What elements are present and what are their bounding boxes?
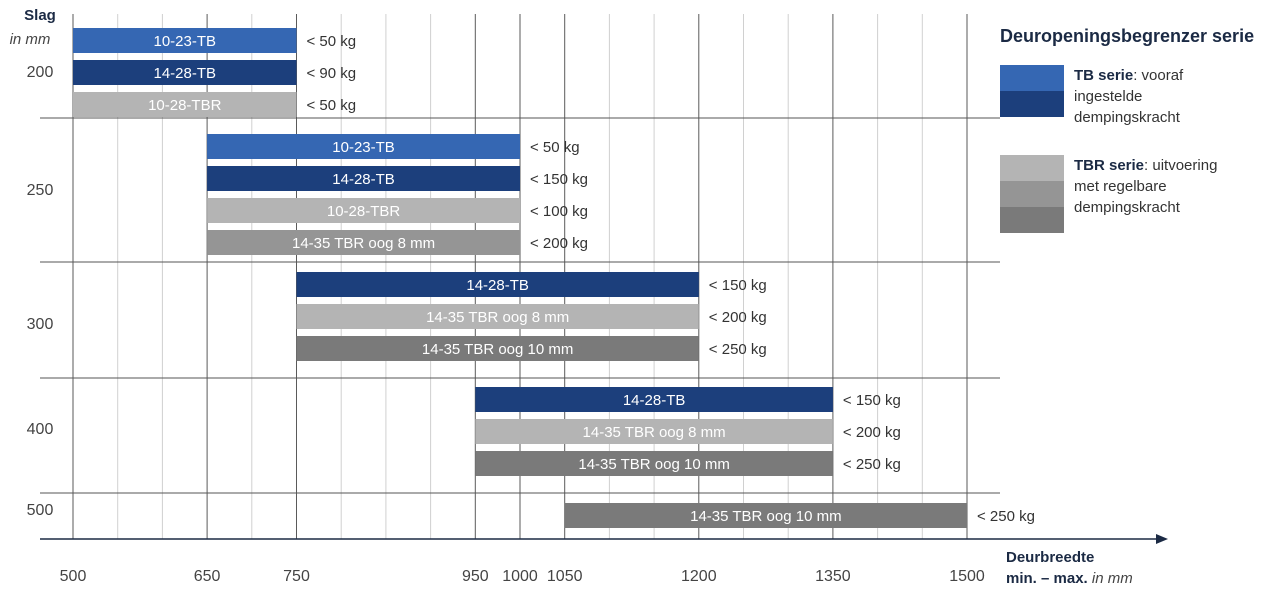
bar-label: 14-35 TBR oog 8 mm	[426, 309, 569, 326]
bar	[207, 134, 520, 159]
bar-label: 14-35 TBR oog 8 mm	[292, 235, 435, 252]
legend-series-name: TB serie	[1074, 67, 1134, 84]
legend: Deuropeningsbegrenzer serie TB serie: vo…	[1000, 26, 1270, 245]
bar	[73, 92, 297, 117]
x-tick-label: 1500	[949, 568, 985, 585]
bar-label: 10-23-TB	[332, 139, 395, 156]
bar	[564, 503, 967, 528]
bar-label: 10-28-TBR	[327, 203, 401, 220]
bar-label: 14-35 TBR oog 8 mm	[583, 424, 726, 441]
legend-swatch	[1000, 91, 1064, 117]
bar	[296, 336, 699, 361]
y-group-label: 250	[27, 182, 54, 199]
legend-series-rest: : uitvoering	[1144, 157, 1218, 174]
legend-text-tb: TB serie: vooraf ingestelde dempingskrac…	[1074, 65, 1264, 128]
max-load-label: < 200 kg	[530, 235, 588, 252]
y-group-label: 300	[27, 316, 54, 333]
max-load-label: < 200 kg	[709, 309, 767, 326]
max-load-label: < 200 kg	[843, 424, 901, 441]
x-tick-label: 1350	[815, 568, 851, 585]
legend-swatch	[1000, 181, 1064, 207]
legend-desc: dempingskracht	[1074, 199, 1180, 216]
bar	[207, 166, 520, 191]
legend-desc: met regelbare	[1074, 178, 1167, 195]
bar	[207, 198, 520, 223]
bar-label: 14-28-TB	[153, 65, 216, 82]
max-load-label: < 150 kg	[530, 171, 588, 188]
legend-swatch	[1000, 207, 1064, 233]
max-load-label: < 150 kg	[709, 277, 767, 294]
max-load-label: < 50 kg	[307, 97, 357, 114]
bar	[73, 28, 297, 53]
x-tick-label: 1200	[681, 568, 717, 585]
bar-label: 14-28-TB	[623, 392, 686, 409]
bar	[296, 272, 699, 297]
y-group-label: 500	[27, 502, 54, 519]
legend-swatches-tb	[1000, 65, 1064, 117]
x-tick-label: 950	[462, 568, 489, 585]
x-tick-label: 650	[194, 568, 221, 585]
bar	[73, 60, 297, 85]
x-tick-label: 750	[283, 568, 310, 585]
legend-item-tbr: TBR serie: uitvoering met regelbare demp…	[1000, 155, 1270, 235]
max-load-label: < 90 kg	[307, 65, 357, 82]
axis-layer: 200 250 300 400 500 500 650 750 950 1000 1050 1200 1…	[10, 7, 1168, 587]
x-tick-label: 1000	[502, 568, 538, 585]
bar	[475, 387, 833, 412]
legend-item-tb: TB serie: vooraf ingestelde dempingskrac…	[1000, 65, 1270, 145]
y-group-label: 400	[27, 421, 54, 438]
x-tick-label: 1050	[547, 568, 583, 585]
legend-desc: dempingskracht	[1074, 109, 1180, 126]
bar-label: 14-35 TBR oog 10 mm	[690, 508, 841, 525]
legend-swatch	[1000, 155, 1064, 181]
bar-label: 10-28-TBR	[148, 97, 222, 114]
bar-label: 10-23-TB	[153, 33, 216, 50]
bar	[475, 451, 833, 476]
bar	[207, 230, 520, 255]
bar-label: 14-28-TB	[466, 277, 529, 294]
max-load-label: < 250 kg	[843, 456, 901, 473]
legend-swatches-tbr	[1000, 155, 1064, 233]
max-load-label: < 50 kg	[307, 33, 357, 50]
bars-layer: 10-23-TB < 50 kg 14-28-TB < 90 kg 10-28-TBR <…	[73, 28, 1035, 528]
max-load-label: < 50 kg	[530, 139, 580, 156]
x-axis-unit: in mm	[1092, 570, 1133, 587]
bar-label: 14-28-TB	[332, 171, 395, 188]
bar-label: 14-35 TBR oog 10 mm	[578, 456, 729, 473]
x-axis-arrowhead	[1156, 534, 1168, 544]
legend-text-tbr: TBR serie: uitvoering met regelbare demp…	[1074, 155, 1264, 218]
y-axis-unit: in mm	[10, 31, 51, 48]
max-load-label: < 250 kg	[977, 508, 1035, 525]
legend-desc: ingestelde	[1074, 88, 1143, 105]
bar-label: 14-35 TBR oog 10 mm	[422, 341, 573, 358]
max-load-label: < 100 kg	[530, 203, 588, 220]
bar	[475, 419, 833, 444]
y-axis-title: Slag	[24, 7, 56, 24]
y-group-label: 200	[27, 64, 54, 81]
bar	[296, 304, 699, 329]
x-axis-title-line2: min. – max. in mm	[1006, 570, 1133, 587]
max-load-label: < 250 kg	[709, 341, 767, 358]
max-load-label: < 150 kg	[843, 392, 901, 409]
legend-series-rest: : vooraf	[1133, 67, 1184, 84]
chart-title: Deuropeningsbegrenzer serie	[1000, 26, 1255, 46]
x-tick-label: 500	[60, 568, 87, 585]
legend-swatch	[1000, 65, 1064, 91]
legend-series-name: TBR serie	[1074, 157, 1145, 174]
x-axis-title: Deurbreedte	[1006, 549, 1094, 566]
